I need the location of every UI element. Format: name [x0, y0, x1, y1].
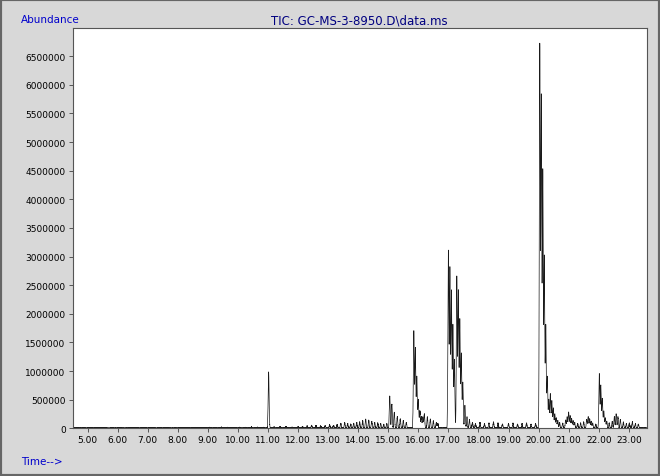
Text: Abundance: Abundance [21, 15, 80, 25]
Text: Time-->: Time--> [21, 456, 63, 466]
Title: TIC: GC-MS-3-8950.D\data.ms: TIC: GC-MS-3-8950.D\data.ms [271, 14, 448, 28]
